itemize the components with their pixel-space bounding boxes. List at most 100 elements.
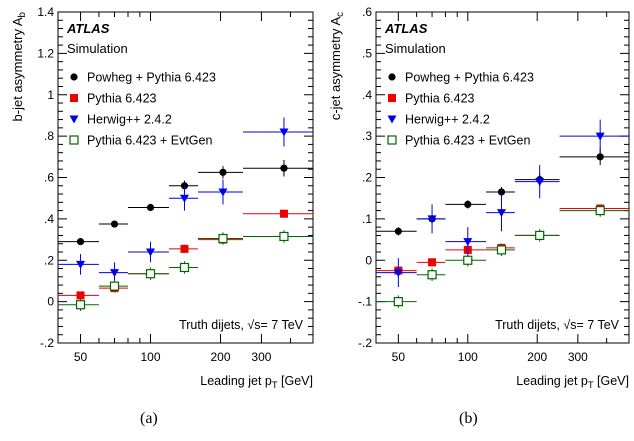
data-point [179, 194, 189, 203]
data-point [535, 230, 545, 241]
x-tick-label: 50 [392, 350, 406, 364]
y-tick-label: .2 [44, 253, 54, 267]
data-point [279, 231, 289, 242]
series-1 [58, 209, 313, 300]
data-point [76, 291, 85, 300]
legend-label: Herwig++ 2.4.2 [87, 113, 172, 127]
data-point [596, 153, 604, 161]
legend-marker [70, 73, 78, 81]
legend-label: Pythia 6.423 [87, 92, 157, 106]
legend-label: Powheg + Pythia 6.423 [405, 71, 534, 85]
y-axis-label: b-jet asymmetry Ab [10, 11, 28, 121]
panel-b: -.2 -.1 0 .1 .2 .3 .4 .5 .6 50 100 200 300 Leading je… [328, 5, 630, 390]
data-point [280, 164, 288, 172]
x-axis-label: Leading jet pT [GeV] [516, 374, 629, 390]
plot-frame [57, 11, 314, 344]
y-axis-label: c-jet asymmetry Ac [328, 12, 346, 120]
y-tick-label: .3 [362, 129, 372, 143]
legend-marker [387, 135, 397, 145]
data-point [463, 255, 473, 265]
y-tick-label: .4 [44, 212, 54, 226]
data-point [595, 132, 605, 141]
y-tick-label: .8 [44, 129, 54, 143]
data-point [393, 269, 403, 278]
y-tick-label: -.2 [40, 336, 54, 350]
data-point [394, 227, 402, 235]
energy-annotation: Truth dijets, √s= 7 TeV [495, 318, 620, 332]
energy-annotation: Truth dijets, √s= 7 TeV [179, 318, 304, 332]
legend-label: Pythia 6.423 + EvtGen [405, 134, 530, 148]
x-axis-label: Leading jet pT [GeV] [200, 374, 313, 390]
legend-label: Herwig++ 2.4.2 [405, 113, 490, 127]
series-0 [58, 159, 313, 246]
series-2 [376, 119, 629, 288]
data-point [428, 258, 437, 267]
y-tick-label: .4 [362, 88, 372, 102]
y-tick-label: 1.2 [37, 46, 54, 60]
series-0 [376, 148, 629, 236]
data-point [219, 168, 227, 176]
legend-label: Powheg + Pythia 6.423 [87, 71, 216, 85]
series-3 [376, 204, 629, 308]
data-point [146, 203, 155, 212]
y-tick-label: .5 [362, 46, 372, 60]
data-point [76, 238, 85, 246]
atlas-label: ATLAS [384, 21, 428, 36]
data-point [218, 233, 228, 244]
caption-b: (b) [459, 410, 478, 427]
plot-frame [375, 11, 630, 344]
data-point [595, 206, 605, 216]
y-tick-label: 1.4 [37, 5, 54, 19]
legend: Powheg + Pythia 6.423 Pythia 6.423 Herwig+… [69, 71, 216, 148]
legend-marker [70, 94, 78, 102]
data-point [218, 188, 228, 197]
x-tick-label: 200 [210, 350, 230, 364]
legend-marker [388, 73, 396, 81]
data-point [427, 215, 437, 224]
atlas-label: ATLAS [66, 21, 110, 36]
x-tick-label: 200 [527, 350, 547, 364]
caption-a: (a) [140, 410, 158, 427]
data-point [145, 269, 156, 279]
data-point [393, 297, 403, 307]
panel-a: -.2 0 .2 .4 .6 .8 1 1.2 1.4 50 100 200 300 Leading je… [10, 5, 314, 390]
y-tick-label: .6 [44, 171, 54, 185]
data-point [179, 262, 190, 273]
data-point [75, 300, 86, 310]
data-point [279, 128, 289, 137]
x-tick-label: 300 [568, 350, 588, 364]
y-tick-label: .6 [362, 5, 372, 19]
x-tick-label: 300 [251, 350, 271, 364]
data-point [279, 209, 288, 218]
data-point [180, 244, 189, 253]
data-point [496, 209, 506, 218]
y-tick-label: .1 [362, 212, 372, 226]
simulation-label: Simulation [67, 41, 128, 56]
series-3 [58, 230, 313, 311]
legend: Powheg + Pythia 6.423 Pythia 6.423 Herwig+… [387, 71, 534, 148]
y-tick-label: 0 [365, 253, 372, 267]
x-tick-label: 100 [458, 350, 478, 364]
legend-marker [69, 135, 79, 145]
data-point [496, 245, 507, 255]
data-point [76, 260, 86, 269]
x-tick-label: 100 [140, 350, 160, 364]
series-2 [58, 117, 313, 284]
y-tick-label: -.2 [358, 336, 372, 350]
data-point [146, 248, 156, 257]
y-tick-label: .2 [362, 171, 372, 185]
data-point [497, 188, 506, 196]
legend-label: Pythia 6.423 + EvtGen [87, 134, 212, 148]
legend-marker [388, 94, 396, 102]
legend-label: Pythia 6.423 [405, 92, 475, 106]
legend-marker [69, 115, 79, 124]
data-point [109, 269, 119, 278]
data-point [427, 270, 437, 280]
data-point [109, 281, 120, 291]
data-point [463, 238, 473, 247]
simulation-label: Simulation [385, 41, 446, 56]
data-point [535, 178, 545, 187]
data-point [464, 200, 472, 208]
x-tick-label: 50 [74, 350, 88, 364]
